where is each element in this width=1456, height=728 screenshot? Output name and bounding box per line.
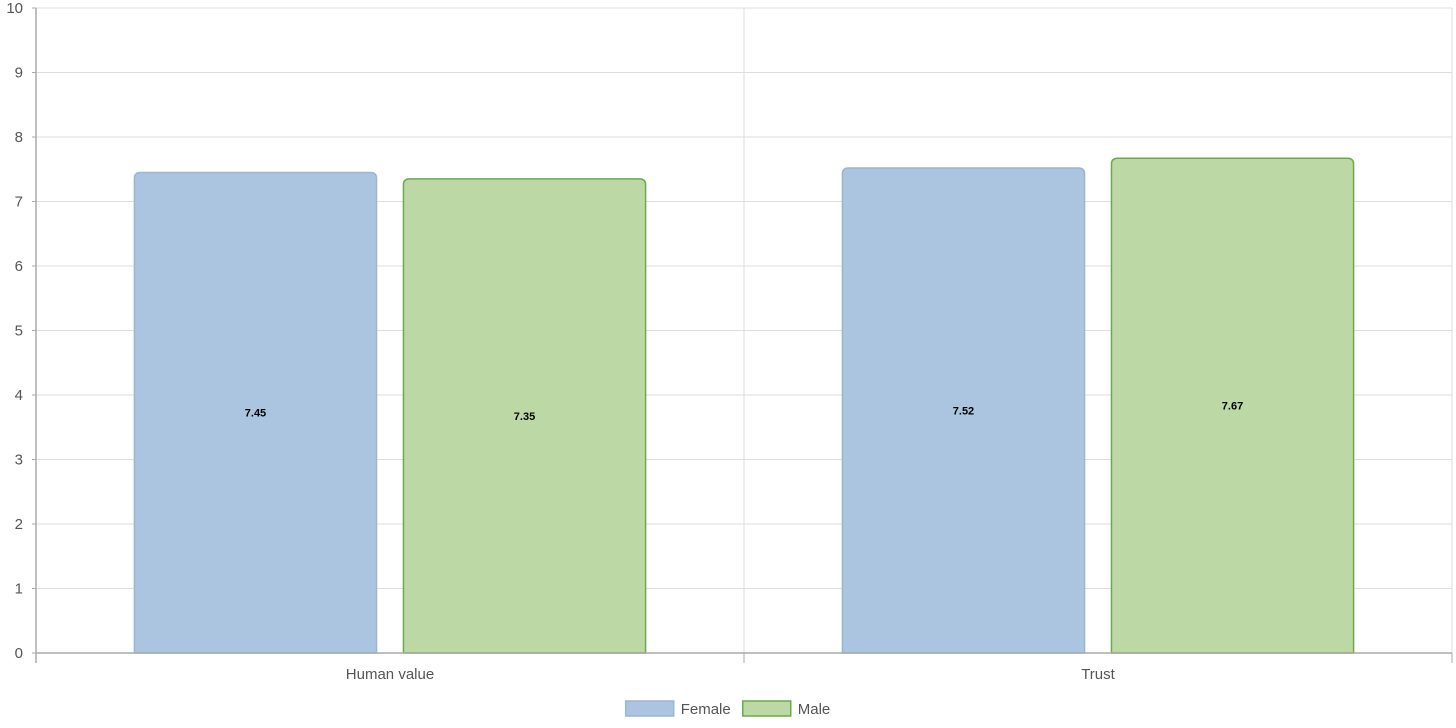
legend-swatch-female	[624, 700, 675, 717]
data-label-female-human-value: 7.45	[245, 408, 266, 420]
legend-item-male[interactable]: Male	[742, 700, 831, 718]
y-tick-label-5: 5	[15, 323, 23, 340]
legend-item-female[interactable]: Female	[624, 700, 731, 718]
y-tick-label-7: 7	[15, 194, 23, 211]
bar-male-trust[interactable]	[1110, 157, 1355, 654]
legend[interactable]: Female Male	[624, 700, 831, 718]
y-axis-ticks: 0 1 2 3 4 5 6 7 8 9 10	[6, 0, 36, 662]
data-label-female-trust: 7.52	[953, 405, 974, 417]
data-label-male-human-value: 7.35	[514, 411, 535, 423]
y-tick-label-9: 9	[15, 65, 23, 82]
y-tick-label-8: 8	[15, 129, 23, 146]
bar-male-human-value[interactable]	[402, 178, 647, 654]
y-tick-label-10: 10	[6, 0, 23, 17]
data-labels: 7.45 7.35 7.52 7.67	[245, 401, 1243, 423]
legend-swatch-male	[742, 700, 792, 717]
y-tick-label-6: 6	[15, 258, 23, 275]
data-label-male-trust: 7.67	[1222, 401, 1243, 413]
y-tick-label-3: 3	[15, 452, 23, 469]
bar-female-human-value[interactable]	[133, 171, 378, 654]
bars	[133, 157, 1355, 654]
legend-label-male: Male	[798, 701, 831, 718]
y-tick-label-0: 0	[15, 645, 23, 662]
legend-label-female: Female	[681, 701, 731, 718]
bar-female-trust[interactable]	[841, 167, 1086, 654]
y-tick-label-1: 1	[15, 581, 23, 598]
x-axis-categories: Human value Trust	[346, 666, 1116, 683]
y-tick-label-4: 4	[15, 387, 23, 404]
x-category-label-trust: Trust	[1081, 666, 1115, 683]
x-category-label-human-value: Human value	[346, 666, 434, 683]
y-tick-label-2: 2	[15, 516, 23, 533]
axes	[35, 8, 1453, 663]
